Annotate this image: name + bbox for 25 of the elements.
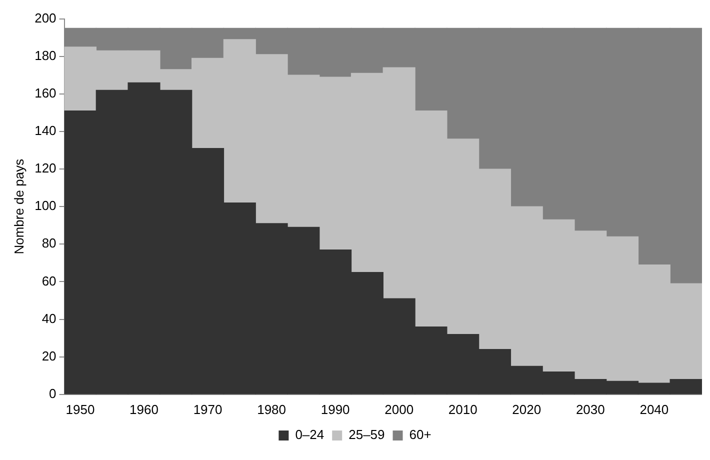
x-tick-label: 2000 bbox=[384, 402, 414, 417]
y-tick-label: 200 bbox=[34, 10, 56, 26]
legend-label: 60+ bbox=[409, 427, 432, 442]
x-tick-label: 1960 bbox=[130, 402, 158, 417]
y-tick-label: 140 bbox=[34, 123, 56, 138]
legend-label: 0–24 bbox=[295, 427, 324, 442]
y-tick-label: 0 bbox=[49, 386, 56, 401]
y-tick-label: 20 bbox=[42, 348, 56, 364]
x-tick-label: 2020 bbox=[512, 402, 542, 417]
y-tick-label: 80 bbox=[42, 236, 56, 251]
x-tick-label: 2040 bbox=[640, 402, 669, 417]
y-axis-title: Nombre de pays bbox=[11, 158, 26, 254]
x-tick-label: 1990 bbox=[320, 402, 350, 417]
y-tick-label: 100 bbox=[34, 198, 56, 214]
legend-label: 25–59 bbox=[348, 427, 385, 442]
x-tick-label: 2030 bbox=[576, 402, 605, 417]
x-tick-label: 2010 bbox=[448, 402, 478, 417]
y-tick-label: 40 bbox=[42, 310, 56, 326]
y-tick-label: 120 bbox=[34, 160, 56, 176]
x-tick-label: 1980 bbox=[257, 402, 286, 417]
y-tick-label: 180 bbox=[34, 48, 56, 63]
y-tick-label: 160 bbox=[34, 86, 56, 100]
x-tick-label: 1950 bbox=[66, 402, 95, 417]
y-tick-label: 60 bbox=[42, 273, 56, 288]
x-tick-label: 1970 bbox=[193, 402, 222, 417]
